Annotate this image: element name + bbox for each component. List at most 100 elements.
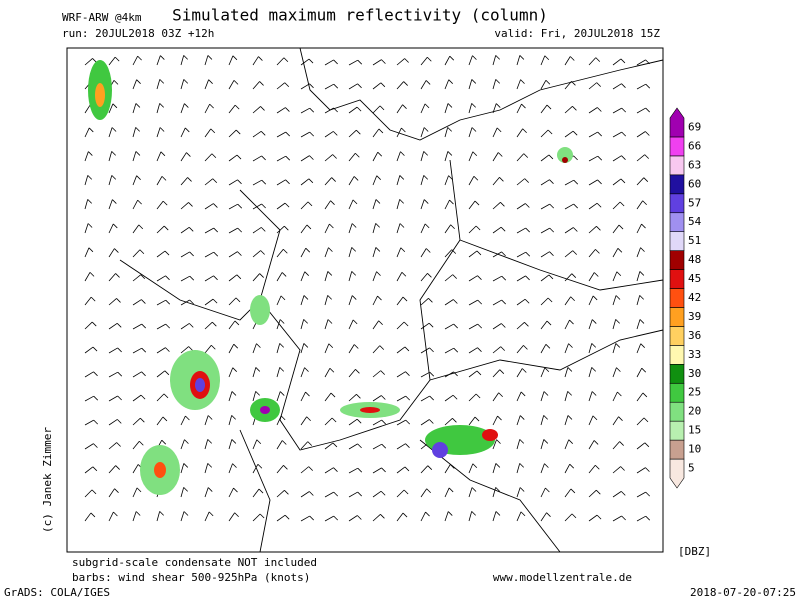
wind-barb xyxy=(180,487,185,498)
wind-barb xyxy=(564,464,571,474)
wind-barb xyxy=(516,79,521,90)
model-name: WRF-ARW @4km xyxy=(62,11,142,24)
wind-barb xyxy=(186,152,191,157)
wind-barb xyxy=(117,371,123,377)
wind-barb xyxy=(261,179,267,185)
wind-barb xyxy=(500,202,505,207)
wind-barb xyxy=(357,59,363,65)
wind-barb xyxy=(591,319,597,324)
wind-barb xyxy=(396,466,406,474)
wind-barb xyxy=(472,463,478,469)
wind-barb xyxy=(324,392,332,402)
colorbar: 5 10 15 20 25 30 33 36 39 42 45 48 51 54 57 60 63 66 69 xyxy=(669,107,702,489)
echo xyxy=(195,378,205,392)
wind-barb xyxy=(300,343,305,354)
wind-barb xyxy=(351,295,357,300)
wind-barb xyxy=(447,511,453,516)
wind-barb xyxy=(300,319,305,330)
wind-barb xyxy=(396,296,404,306)
wind-barb xyxy=(156,511,161,522)
colorbar-label: 63 xyxy=(688,158,701,171)
wind-barb xyxy=(375,223,380,228)
wind-barb xyxy=(351,223,357,228)
wind-barb xyxy=(516,128,523,138)
wind-barb xyxy=(596,226,601,231)
wind-barb xyxy=(447,103,453,108)
wind-barb xyxy=(593,440,599,445)
wind-barb xyxy=(114,56,120,62)
wind-barb xyxy=(258,488,264,494)
wind-barb xyxy=(252,488,260,498)
wind-barb xyxy=(235,297,241,303)
wind-barb xyxy=(108,175,113,186)
wind-barb xyxy=(372,370,381,378)
wind-barb xyxy=(492,323,502,330)
wind-barb xyxy=(332,442,338,448)
wind-barb xyxy=(330,392,336,398)
wind-barb xyxy=(420,273,428,282)
wind-barb xyxy=(213,275,218,281)
wind-barb xyxy=(378,128,384,134)
wind-barb xyxy=(132,224,140,234)
wind-barb xyxy=(468,103,473,114)
wind-barb xyxy=(233,487,238,493)
wind-barb xyxy=(618,416,623,421)
wind-barb xyxy=(405,443,410,449)
wind-barb xyxy=(636,368,643,378)
wind-barb xyxy=(379,105,385,111)
wind-barb xyxy=(645,83,651,89)
wind-barb xyxy=(424,103,430,109)
wind-barb xyxy=(357,443,362,449)
timestamp: 2018-07-20-07:25 xyxy=(690,586,796,599)
wind-barb xyxy=(204,511,210,522)
wind-barb xyxy=(132,323,142,330)
wind-barb xyxy=(404,466,410,472)
wind-barb xyxy=(588,367,593,378)
wind-barb xyxy=(540,274,550,282)
wind-barb xyxy=(468,347,478,354)
wind-barb xyxy=(234,512,239,518)
wind-barb xyxy=(252,155,262,162)
wind-barb xyxy=(549,227,555,233)
wind-barb xyxy=(405,371,410,376)
wind-barb xyxy=(549,179,554,184)
software: GrADS: COLA/IGES xyxy=(4,586,110,599)
wind-barb xyxy=(304,367,309,372)
wind-barb xyxy=(444,127,449,138)
wind-barb xyxy=(636,177,645,186)
wind-barb xyxy=(207,439,213,444)
wind-barb xyxy=(84,223,89,234)
wind-barb xyxy=(621,107,627,113)
wind-barb xyxy=(300,491,310,498)
wind-barb xyxy=(92,346,98,352)
wind-barb xyxy=(522,368,527,373)
wind-barb xyxy=(232,367,238,372)
wind-barb xyxy=(420,151,425,162)
wind-barb xyxy=(372,490,382,498)
wind-barb xyxy=(90,296,96,302)
colorbar-box xyxy=(669,269,685,289)
wind-barb xyxy=(348,295,353,306)
wind-barb xyxy=(591,391,597,396)
wind-barb xyxy=(519,487,525,492)
wind-barb xyxy=(137,199,142,205)
wind-barb xyxy=(448,79,454,84)
wind-barb xyxy=(396,151,401,162)
wind-barb xyxy=(252,179,262,186)
map-title: Simulated maximum reflectivity (column) xyxy=(172,6,548,25)
wind-barb xyxy=(420,395,430,402)
wind-barb xyxy=(309,107,315,113)
colorbar-box xyxy=(669,326,685,346)
wind-barb xyxy=(357,491,362,497)
wind-barb xyxy=(405,419,411,425)
wind-barb xyxy=(612,83,622,90)
wind-barb xyxy=(492,415,498,426)
wind-barb xyxy=(612,201,621,210)
wind-barb xyxy=(400,151,405,156)
wind-barb xyxy=(564,319,570,330)
wind-barb xyxy=(348,106,358,114)
wind-barb xyxy=(501,251,506,257)
wind-barb xyxy=(423,175,429,180)
colorbar-label: 60 xyxy=(688,177,701,190)
wind-barb xyxy=(564,439,570,450)
